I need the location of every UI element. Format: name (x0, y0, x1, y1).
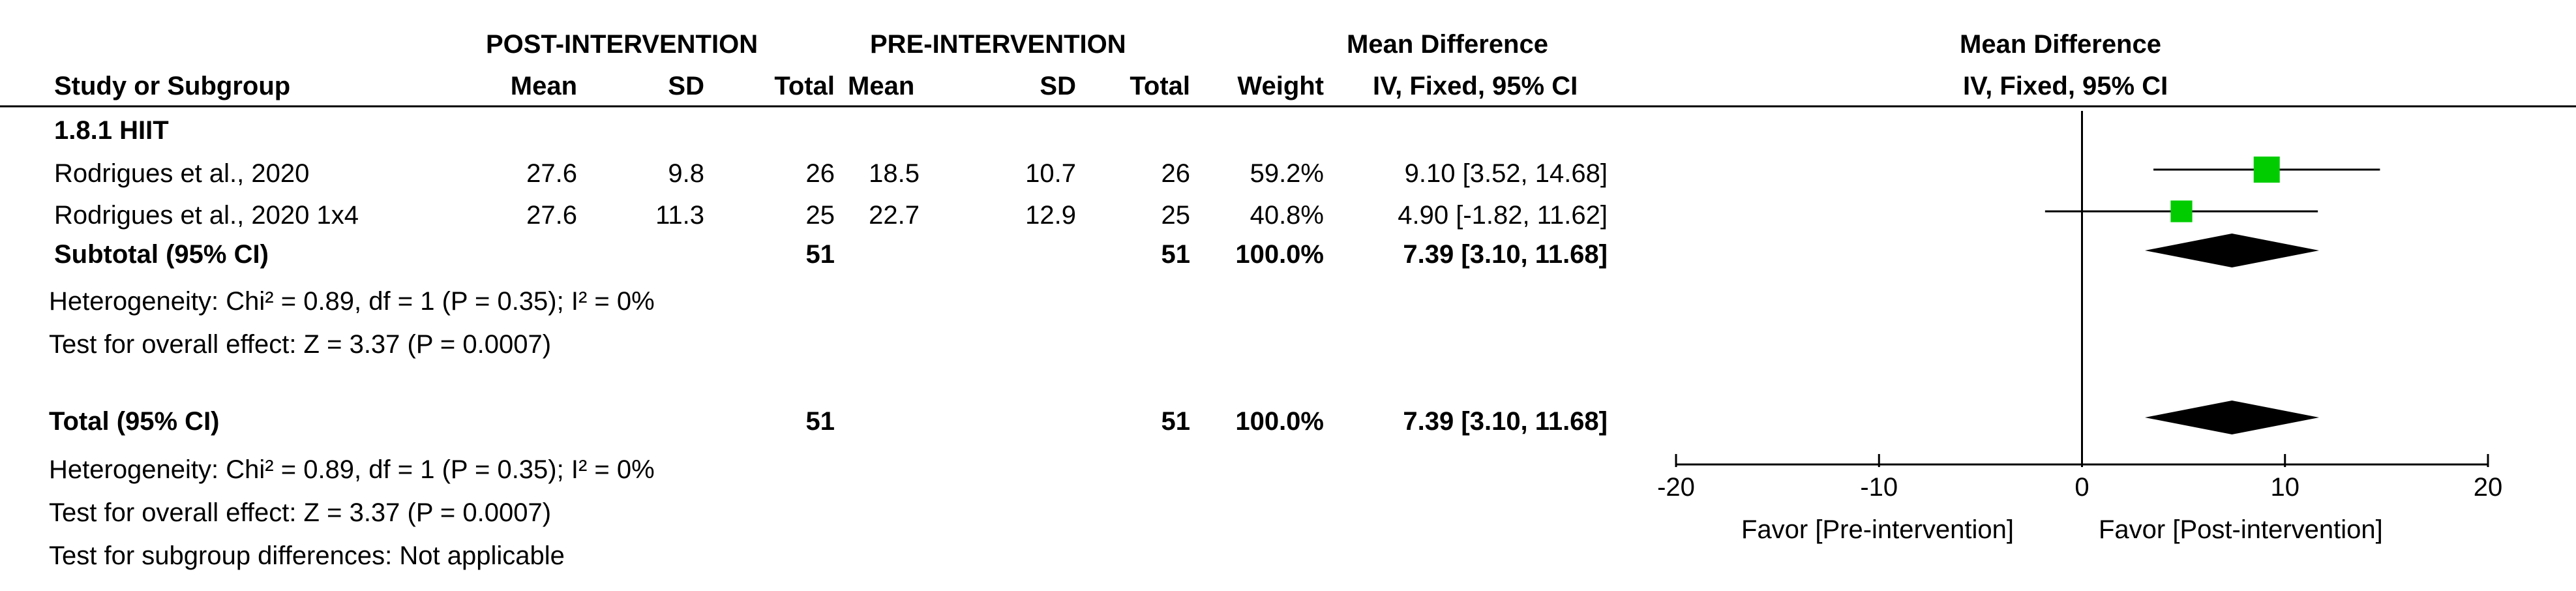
header-mean-difference: Mean Difference (1347, 30, 1548, 59)
total-post-total: 51 (805, 407, 835, 436)
pre-sd: 12.9 (1025, 201, 1076, 230)
study-name: Rodrigues et al., 2020 (54, 159, 310, 188)
x-tick-label: -20 (1657, 473, 1695, 502)
x-tick-label: 10 (2271, 473, 2300, 502)
header-plot-mean-difference: Mean Difference (1960, 30, 2161, 59)
header-weight: Weight (1237, 72, 1324, 100)
md-ci: 9.10 [3.52, 14.68] (1404, 159, 1608, 188)
weight: 59.2% (1250, 159, 1324, 188)
post-sd: 11.3 (655, 201, 704, 230)
header-pre-mean: Mean (848, 72, 915, 100)
post-sd: 9.8 (668, 159, 704, 188)
total-heterogeneity: Heterogeneity: Chi² = 0.89, df = 1 (P = … (49, 455, 655, 484)
subtotal-overall-effect: Test for overall effect: Z = 3.37 (P = 0… (49, 330, 552, 359)
md-ci: 4.90 [-1.82, 11.62] (1398, 201, 1608, 230)
pre-mean: 22.7 (869, 201, 920, 230)
total-label: Total (95% CI) (49, 407, 220, 436)
subgroup-differences: Test for subgroup differences: Not appli… (49, 541, 565, 570)
subtotal-label: Subtotal (95% CI) (54, 240, 269, 269)
total-pre-total: 51 (1161, 407, 1191, 436)
post-mean: 27.6 (526, 159, 577, 188)
favor-pre-intervention-label: Favor [Pre-intervention] (1741, 515, 2014, 544)
pre-total: 26 (1161, 159, 1191, 188)
subtotal-post-total: 51 (805, 240, 835, 269)
total-overall-effect: Test for overall effect: Z = 3.37 (P = 0… (49, 498, 552, 527)
header-plot-ci: IV, Fixed, 95% CI (1963, 72, 2168, 100)
pre-total: 25 (1161, 201, 1191, 230)
pre-mean: 18.5 (869, 159, 920, 188)
x-tick-label: 20 (2474, 473, 2503, 502)
header-pre-sd: SD (1040, 72, 1076, 100)
weight: 40.8% (1250, 201, 1324, 230)
header-post-sd: SD (668, 72, 704, 100)
subtotal-pre-total: 51 (1161, 240, 1191, 269)
post-total: 25 (805, 201, 835, 230)
favor-post-intervention-label: Favor [Post-intervention] (2099, 515, 2383, 544)
pre-sd: 10.7 (1025, 159, 1076, 188)
study-effect-square (2253, 157, 2280, 183)
pooled-effect-diamond (2144, 234, 2320, 267)
study-name: Rodrigues et al., 2020 1x4 (54, 201, 359, 230)
header-post-intervention: POST-INTERVENTION (486, 30, 758, 59)
subgroup-title: 1.8.1 HIIT (54, 116, 169, 145)
x-tick-label: 0 (2074, 473, 2089, 502)
header-post-mean: Mean (510, 72, 577, 100)
header-study: Study or Subgroup (54, 72, 291, 100)
subtotal-heterogeneity: Heterogeneity: Chi² = 0.89, df = 1 (P = … (49, 287, 655, 316)
subtotal-weight: 100.0% (1235, 240, 1324, 269)
header-post-total: Total (774, 72, 835, 100)
total-md-ci: 7.39 [3.10, 11.68] (1403, 407, 1608, 436)
header-pre-intervention: PRE-INTERVENTION (870, 30, 1126, 59)
total-weight: 100.0% (1235, 407, 1324, 436)
post-mean: 27.6 (526, 201, 577, 230)
post-total: 26 (805, 159, 835, 188)
header-md-ci: IV, Fixed, 95% CI (1373, 72, 1578, 100)
pooled-effect-diamond (2144, 401, 2320, 434)
x-tick-label: -10 (1860, 473, 1898, 502)
study-effect-square (2170, 200, 2193, 222)
subtotal-md-ci: 7.39 [3.10, 11.68] (1403, 240, 1608, 269)
header-pre-total: Total (1130, 72, 1190, 100)
